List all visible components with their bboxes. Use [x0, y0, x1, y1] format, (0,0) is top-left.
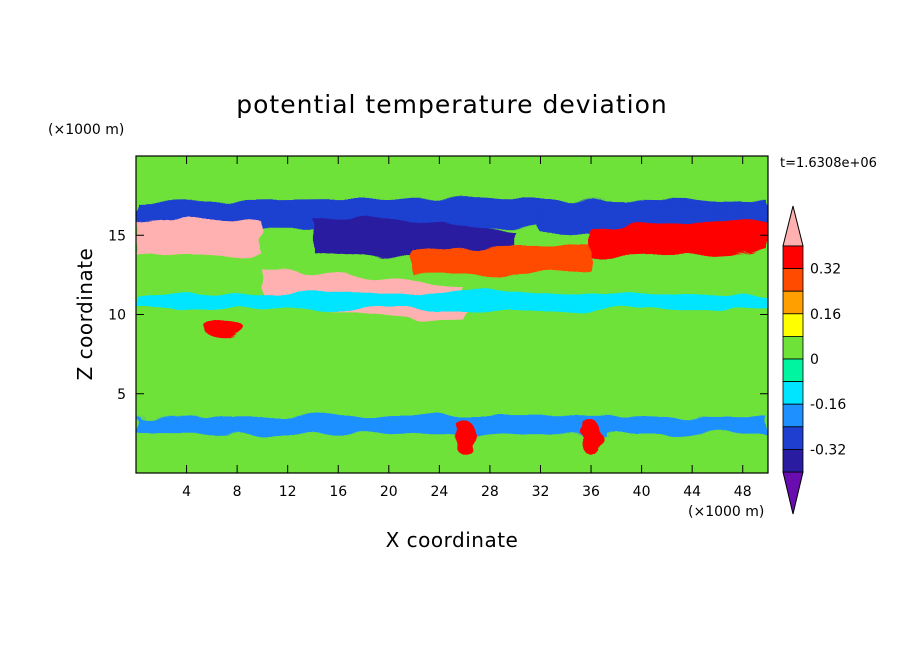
colorbar-swatch — [782, 381, 804, 405]
feature-band-9 — [136, 415, 768, 435]
colorbar-swatch — [782, 448, 804, 473]
x-tick-label: 44 — [683, 484, 701, 500]
y-tick-label: 15 — [108, 228, 126, 244]
colorbar-swatch — [782, 290, 804, 315]
colorbar-label: -0.16 — [810, 397, 846, 413]
colorbar-swatch — [782, 268, 804, 292]
feature-band-4 — [591, 220, 768, 258]
colorbar-swatch — [782, 245, 804, 270]
colorbar-max-triangle — [782, 205, 804, 247]
colorbar: 0.32 0.16 0 -0.16 -0.32 — [782, 205, 846, 515]
y-tick-label: 10 — [108, 308, 126, 324]
colorbar-label: 0 — [810, 352, 819, 368]
y-axis: 5 10 15 — [108, 228, 768, 403]
colorbar-swatch — [782, 335, 804, 360]
x-axis: 4 8 12 16 20 24 28 32 36 40 44 48 — [182, 156, 752, 500]
colorbar-label: 0.32 — [810, 262, 841, 278]
x-tick-label: 48 — [734, 484, 752, 500]
x-tick-label: 4 — [182, 484, 191, 500]
plot-area — [136, 156, 768, 473]
colorbar-label: -0.32 — [810, 442, 846, 458]
x-tick-label: 12 — [279, 484, 297, 500]
x-tick-label: 36 — [582, 484, 600, 500]
y-tick-label: 5 — [117, 387, 126, 403]
x-tick-label: 16 — [329, 484, 347, 500]
colorbar-swatch — [782, 313, 804, 337]
x-unit-label: (×1000 m) — [688, 504, 764, 520]
feature-band-6 — [414, 245, 592, 276]
contour-field — [136, 198, 768, 456]
colorbar-min-triangle — [782, 471, 804, 515]
y-axis-label: Z coordinate — [73, 248, 97, 381]
colorbar-label: 0.16 — [810, 307, 841, 323]
colorbar-swatch — [782, 426, 804, 450]
x-tick-label: 24 — [430, 484, 448, 500]
feature-band-1 — [136, 218, 263, 257]
y-unit-label: (×1000 m) — [48, 122, 124, 138]
colorbar-swatch — [782, 358, 804, 383]
x-axis-label: X coordinate — [386, 528, 519, 552]
feature-blob-8 — [203, 320, 246, 337]
colorbar-swatch — [782, 403, 804, 428]
x-tick-label: 20 — [380, 484, 398, 500]
time-label: t=1.6308e+06 — [780, 156, 877, 171]
x-tick-label: 32 — [532, 484, 550, 500]
feature-blob-10 — [454, 419, 475, 456]
x-tick-label: 40 — [633, 484, 651, 500]
feature-band-7 — [136, 293, 768, 310]
x-tick-label: 8 — [233, 484, 242, 500]
chart-title: potential temperature deviation — [236, 90, 667, 119]
feature-blob-11 — [581, 419, 602, 456]
x-tick-label: 28 — [481, 484, 499, 500]
